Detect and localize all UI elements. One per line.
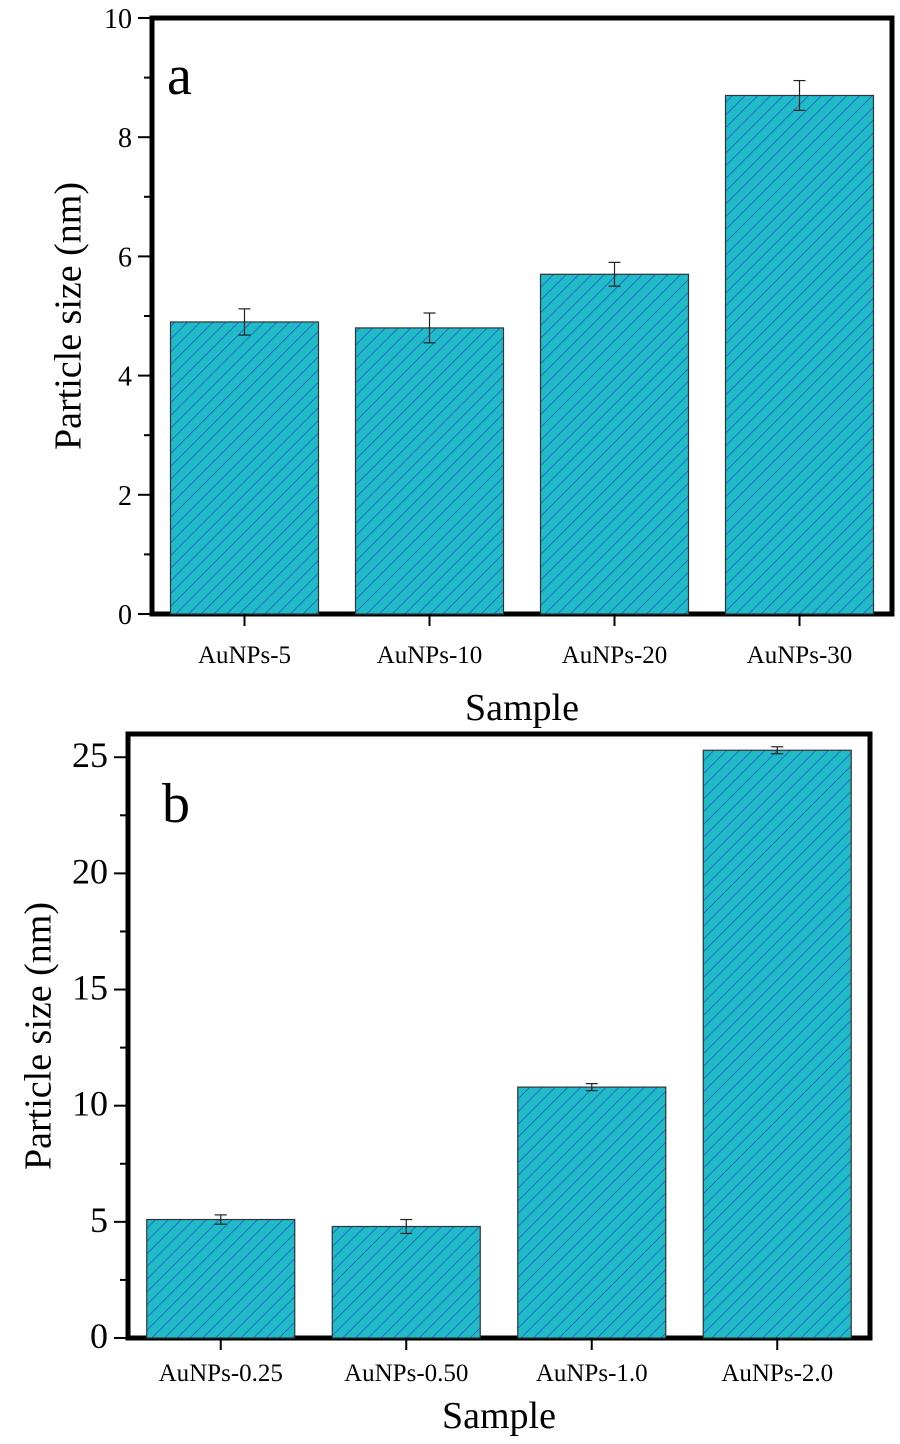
bar (169, 321, 320, 615)
y-axis-ticks-b: 0 5 10 15 20 25 (72, 735, 128, 1356)
y-axis-title-a: Particle size (nm) (48, 182, 90, 450)
y-tick-label: 0 (90, 1316, 108, 1356)
y-axis-title-b: Particle size (nm) (18, 902, 60, 1170)
x-tick-label: AuNPs-2.0 (721, 1360, 833, 1387)
x-tick-label: AuNPs-10 (377, 642, 483, 669)
bar (702, 749, 852, 1339)
bar (724, 94, 875, 615)
bar (539, 273, 690, 615)
chart-panel-b: 0 5 10 15 20 25 AuNPs-0.25 AuNPs-0.50 AuNPs-1.0… (18, 731, 873, 1437)
x-axis-title-a: Sample (465, 687, 579, 729)
panel-label-a: a (167, 45, 192, 107)
x-axis-ticks-b: AuNPs-0.25 AuNPs-0.50 AuNPs-1.0 AuNPs-2.0 (159, 1338, 833, 1387)
y-tick-label: 15 (72, 968, 108, 1008)
y-tick-label: 10 (72, 1084, 108, 1124)
y-tick-label: 5 (90, 1200, 108, 1240)
bar (146, 1218, 296, 1339)
bars-b (146, 746, 852, 1339)
bar (354, 327, 505, 615)
y-tick-label: 20 (72, 851, 108, 891)
x-axis-title-b: Sample (442, 1395, 556, 1437)
y-tick-label: 25 (72, 735, 108, 775)
x-tick-label: AuNPs-5 (198, 642, 291, 669)
x-tick-label: AuNPs-0.50 (344, 1360, 468, 1387)
x-tick-label: AuNPs-0.25 (159, 1360, 283, 1387)
panel-label-b: b (162, 773, 190, 835)
y-tick-label: 2 (118, 481, 132, 512)
bar (517, 1086, 667, 1339)
y-tick-label: 0 (118, 600, 132, 631)
x-tick-label: AuNPs-1.0 (536, 1360, 648, 1387)
x-tick-label: AuNPs-20 (562, 642, 668, 669)
y-tick-label: 10 (104, 4, 132, 35)
y-tick-label: 6 (118, 242, 132, 273)
plot-frame-b (125, 731, 873, 1341)
x-tick-label: AuNPs-30 (747, 642, 853, 669)
y-tick-label: 4 (118, 362, 132, 393)
bars-a (169, 79, 875, 615)
x-axis-ticks-a: AuNPs-5 AuNPs-10 AuNPs-20 AuNPs-30 (198, 614, 852, 669)
y-axis-ticks-a: 0 2 4 6 8 10 (104, 4, 152, 631)
y-tick-label: 8 (118, 123, 132, 154)
bar (331, 1225, 481, 1339)
